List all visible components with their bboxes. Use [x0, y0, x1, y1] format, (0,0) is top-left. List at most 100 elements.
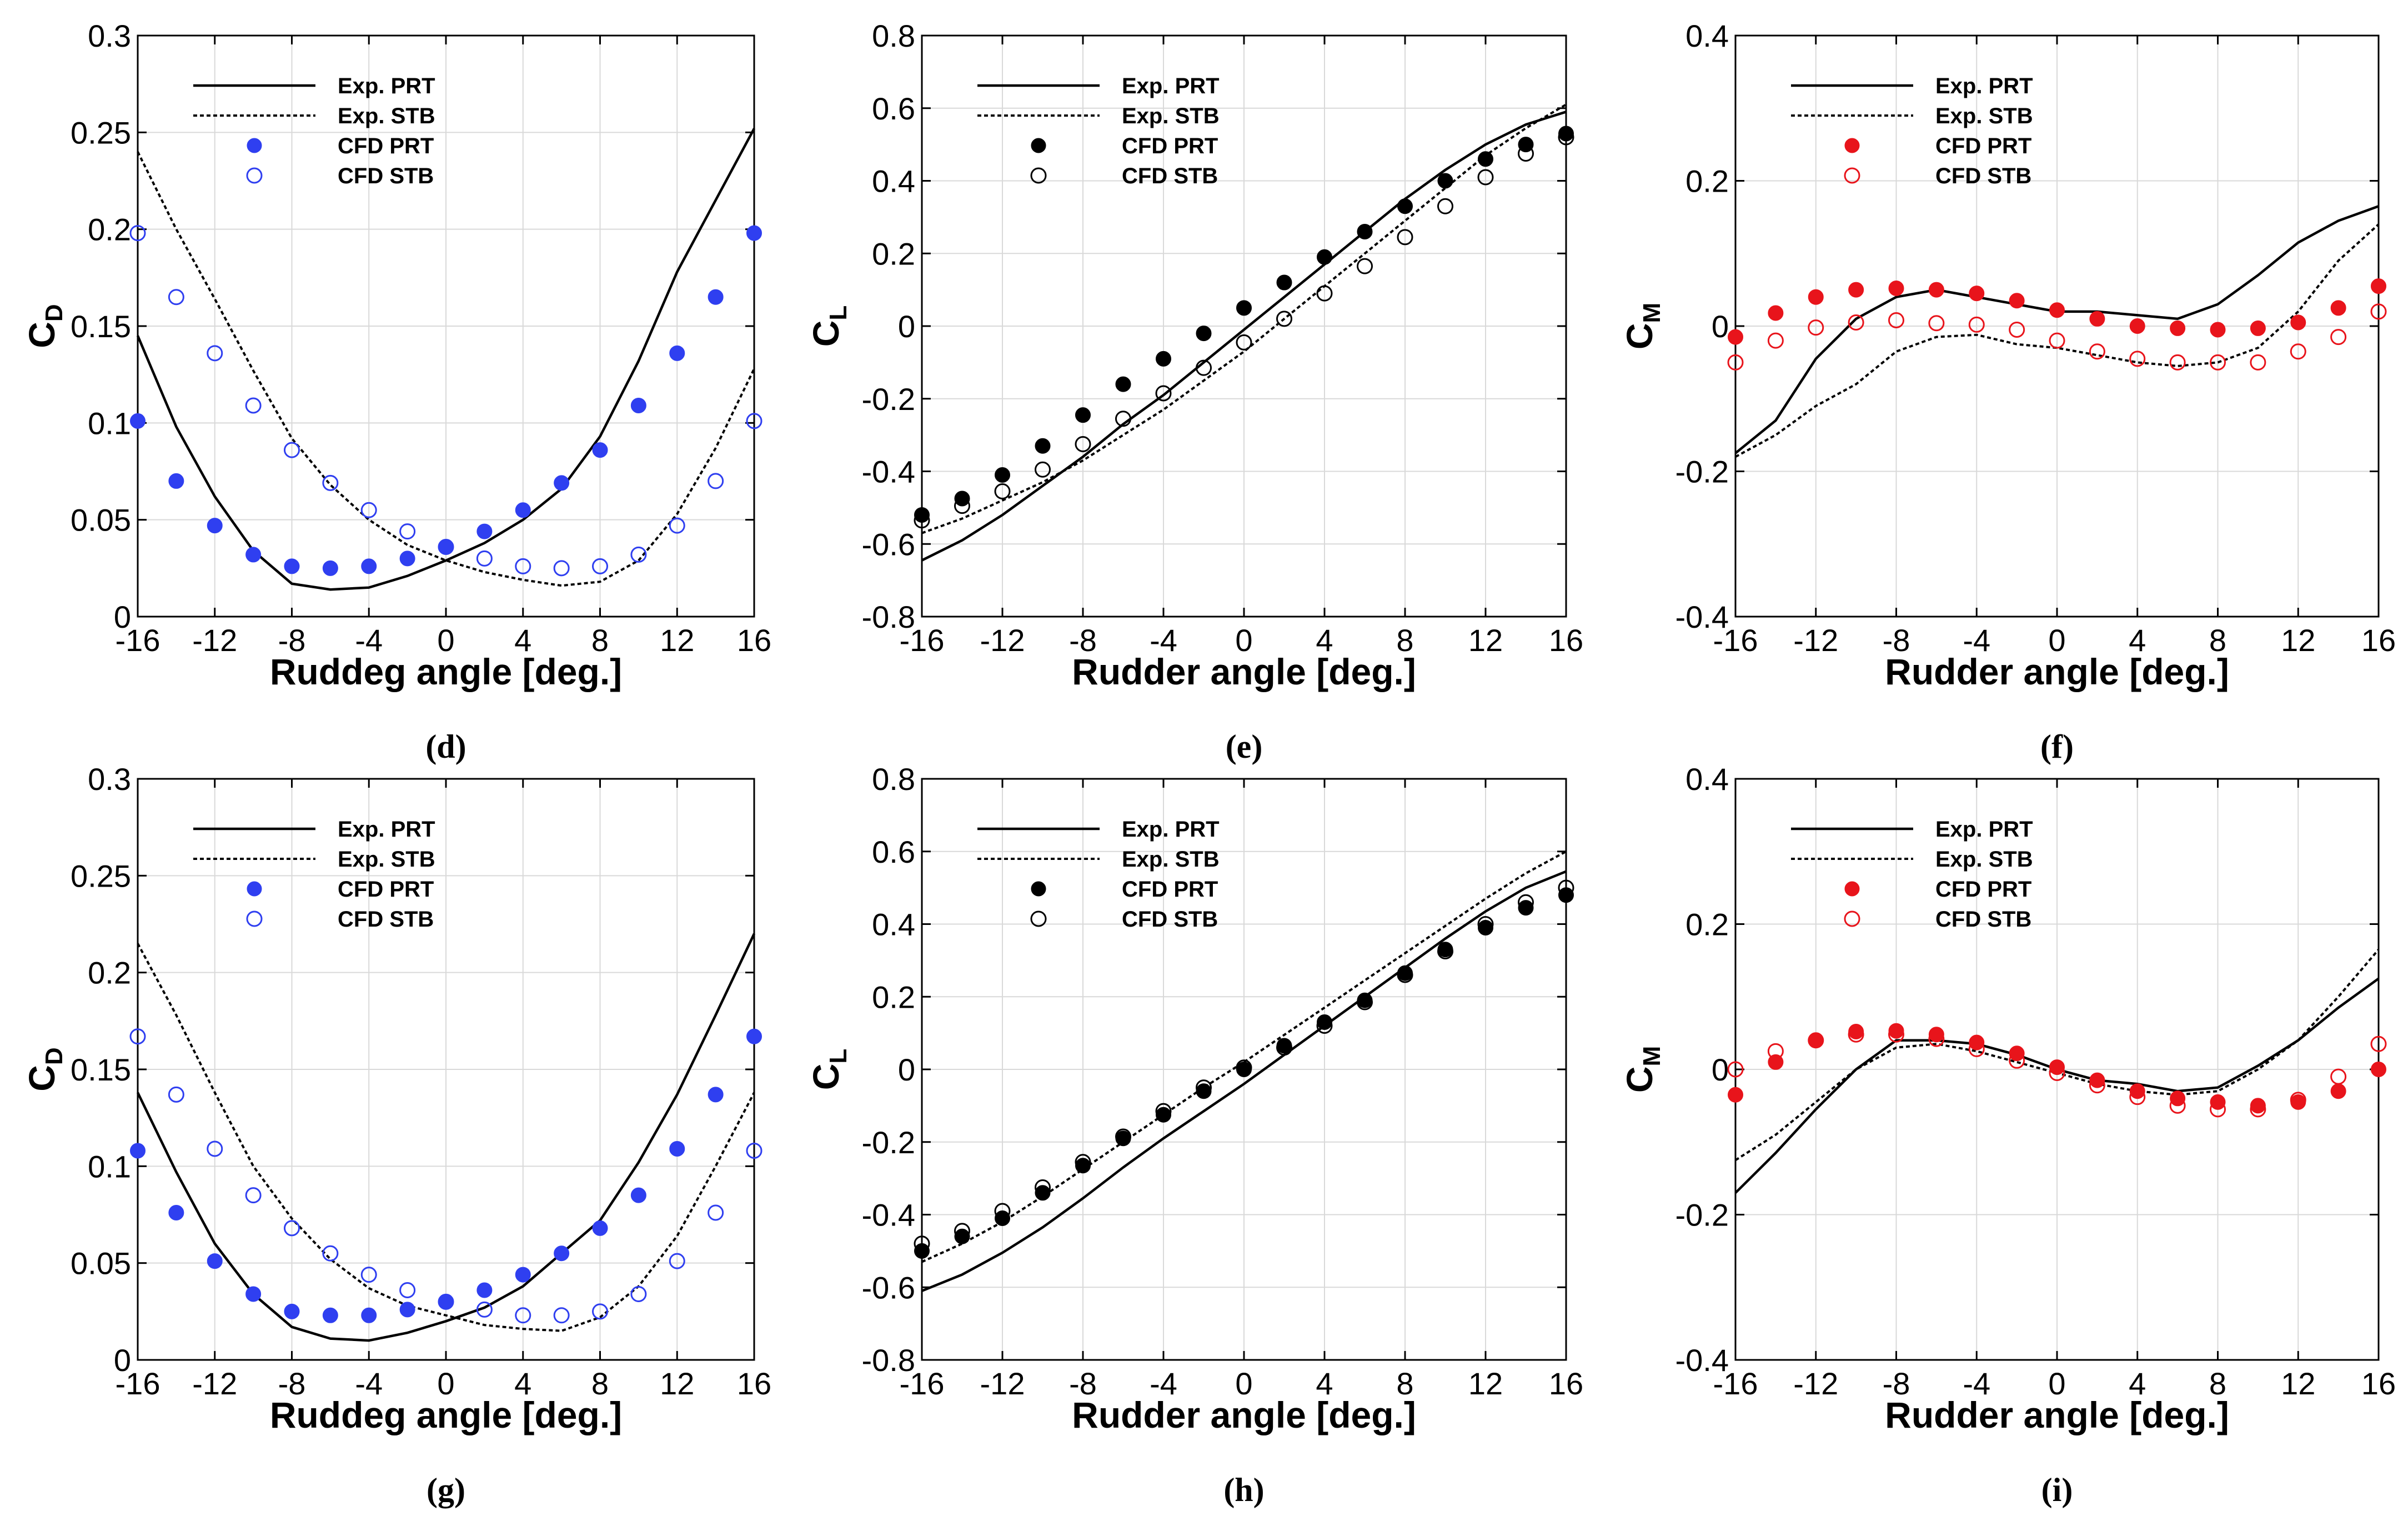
data-point-cfd-stb — [1928, 1030, 1945, 1047]
data-point-cfd-prt — [1728, 329, 1743, 345]
panel-caption: (g) — [427, 1472, 465, 1508]
x-axis-title: Rudder angle [deg.] — [1072, 1394, 1416, 1435]
data-point-cfd-stb — [2210, 354, 2226, 371]
legend-label: Exp. STB — [1935, 847, 2033, 872]
x-tick-label: -12 — [980, 623, 1025, 658]
data-point-cfd-stb — [708, 473, 724, 489]
data-point-cfd-stb — [914, 1235, 930, 1252]
x-tick-label: -8 — [1883, 1366, 1910, 1401]
series-line-exp-stb — [1735, 223, 2380, 458]
data-point-cfd-stb — [438, 1293, 454, 1310]
data-point-cfd-stb — [2370, 303, 2387, 320]
data-point-cfd-stb — [746, 1142, 762, 1159]
data-point-cfd-prt — [322, 560, 338, 576]
panel-caption: (i) — [2041, 1472, 2073, 1508]
data-point-cfd-prt — [1928, 1027, 1944, 1043]
data-point-cfd-prt — [1558, 126, 1574, 142]
y-tick-label: -0.2 — [862, 382, 916, 417]
x-tick-label: 0 — [1235, 1366, 1252, 1401]
y-axis-title-subscript: D — [41, 1047, 68, 1065]
data-point-cfd-stb — [1518, 894, 1534, 910]
y-tick-label: 0.2 — [1685, 907, 1729, 942]
data-point-cfd-prt — [592, 442, 608, 458]
y-axis-title-main: C — [21, 1065, 62, 1092]
data-point-cfd-prt — [2170, 320, 2186, 336]
data-point-cfd-prt — [2129, 318, 2145, 334]
data-point-cfd-stb — [1518, 145, 1534, 162]
x-tick-label: 12 — [2281, 1366, 2315, 1401]
x-axis-title: Ruddeg angle [deg.] — [270, 1394, 622, 1435]
legend-marker-swatch — [1844, 138, 1860, 153]
data-point-cfd-stb — [360, 502, 377, 518]
x-tick-label: 0 — [437, 1366, 454, 1401]
data-point-cfd-prt — [1156, 1107, 1171, 1123]
y-tick-label: 0 — [1712, 309, 1729, 344]
data-point-cfd-stb — [1558, 129, 1574, 146]
y-tick-label: 0.3 — [88, 762, 131, 797]
data-point-cfd-prt — [2290, 314, 2306, 331]
data-point-cfd-stb — [914, 512, 930, 529]
data-point-cfd-stb — [553, 1307, 570, 1324]
y-tick-label: 0.1 — [88, 406, 131, 441]
data-point-cfd-prt — [515, 1267, 531, 1283]
data-point-cfd-prt — [515, 502, 531, 518]
data-point-cfd-stb — [245, 1187, 262, 1204]
legend-label: Exp. STB — [338, 104, 435, 128]
x-tick-label: 8 — [1396, 1366, 1413, 1401]
x-tick-label: -16 — [1713, 1366, 1758, 1401]
x-tick-label: -12 — [192, 1366, 237, 1401]
data-point-cfd-prt — [361, 558, 377, 574]
panel-caption-text: (g) — [427, 1472, 465, 1508]
chart-panel-3: -16 -12 -8 -4 0 4 8 12 16 -0.4 -0.2 0 0.2 0.4 Rudder a… — [1619, 18, 2396, 765]
data-point-cfd-prt — [1888, 1023, 1904, 1039]
y-axis-title: CM — [1619, 1046, 1665, 1093]
data-point-cfd-prt — [322, 1307, 338, 1323]
data-point-cfd-stb — [669, 517, 685, 534]
y-tick-label: 0.2 — [88, 955, 131, 990]
x-tick-label: -16 — [1713, 623, 1758, 658]
data-point-cfd-stb — [2210, 1101, 2226, 1118]
data-point-cfd-prt — [2330, 300, 2346, 316]
data-point-cfd-stb — [245, 397, 262, 414]
data-point-cfd-prt — [1728, 1087, 1743, 1103]
data-point-cfd-stb — [399, 1282, 416, 1298]
legend-label: CFD STB — [338, 164, 434, 188]
y-axis-title: CL — [805, 1049, 852, 1090]
data-point-cfd-prt — [1196, 1083, 1212, 1099]
x-tick-label: -8 — [1883, 623, 1910, 658]
data-point-cfd-prt — [554, 475, 570, 491]
y-axis-title-main: C — [1619, 323, 1660, 349]
data-point-cfd-prt — [1317, 249, 1332, 265]
data-point-cfd-prt — [2089, 1072, 2105, 1088]
data-point-cfd-stb — [630, 546, 647, 563]
data-point-cfd-stb — [592, 1303, 608, 1320]
data-point-cfd-stb — [1808, 319, 1824, 336]
data-point-cfd-stb — [2290, 343, 2306, 360]
data-point-cfd-stb — [1075, 436, 1091, 452]
data-point-cfd-stb — [954, 498, 970, 514]
data-point-cfd-prt — [1075, 1158, 1091, 1174]
legend-label: Exp. STB — [1935, 104, 2033, 128]
data-point-cfd-prt — [1437, 173, 1453, 189]
x-tick-label: -12 — [1793, 1366, 1838, 1401]
data-point-cfd-stb — [954, 1223, 970, 1239]
data-point-cfd-prt — [1156, 351, 1171, 367]
x-tick-label: 16 — [1549, 1366, 1583, 1401]
data-point-cfd-prt — [1888, 281, 1904, 297]
data-point-cfd-prt — [669, 345, 685, 361]
series-line-exp-prt — [136, 128, 755, 591]
data-point-cfd-stb — [515, 1307, 531, 1324]
data-point-cfd-stb — [1437, 198, 1453, 214]
x-tick-label: 12 — [2281, 623, 2315, 658]
data-point-cfd-stb — [592, 558, 608, 574]
data-point-cfd-stb — [322, 474, 339, 491]
data-point-cfd-stb — [2330, 1068, 2347, 1085]
data-point-cfd-prt — [2371, 278, 2386, 294]
series-line-exp-stb — [921, 850, 1567, 1263]
x-tick-label: 0 — [1235, 623, 1252, 658]
data-point-cfd-stb — [1767, 332, 1784, 349]
data-point-cfd-prt — [1848, 282, 1864, 298]
data-point-cfd-stb — [168, 289, 184, 306]
x-tick-label: 4 — [514, 1366, 531, 1401]
